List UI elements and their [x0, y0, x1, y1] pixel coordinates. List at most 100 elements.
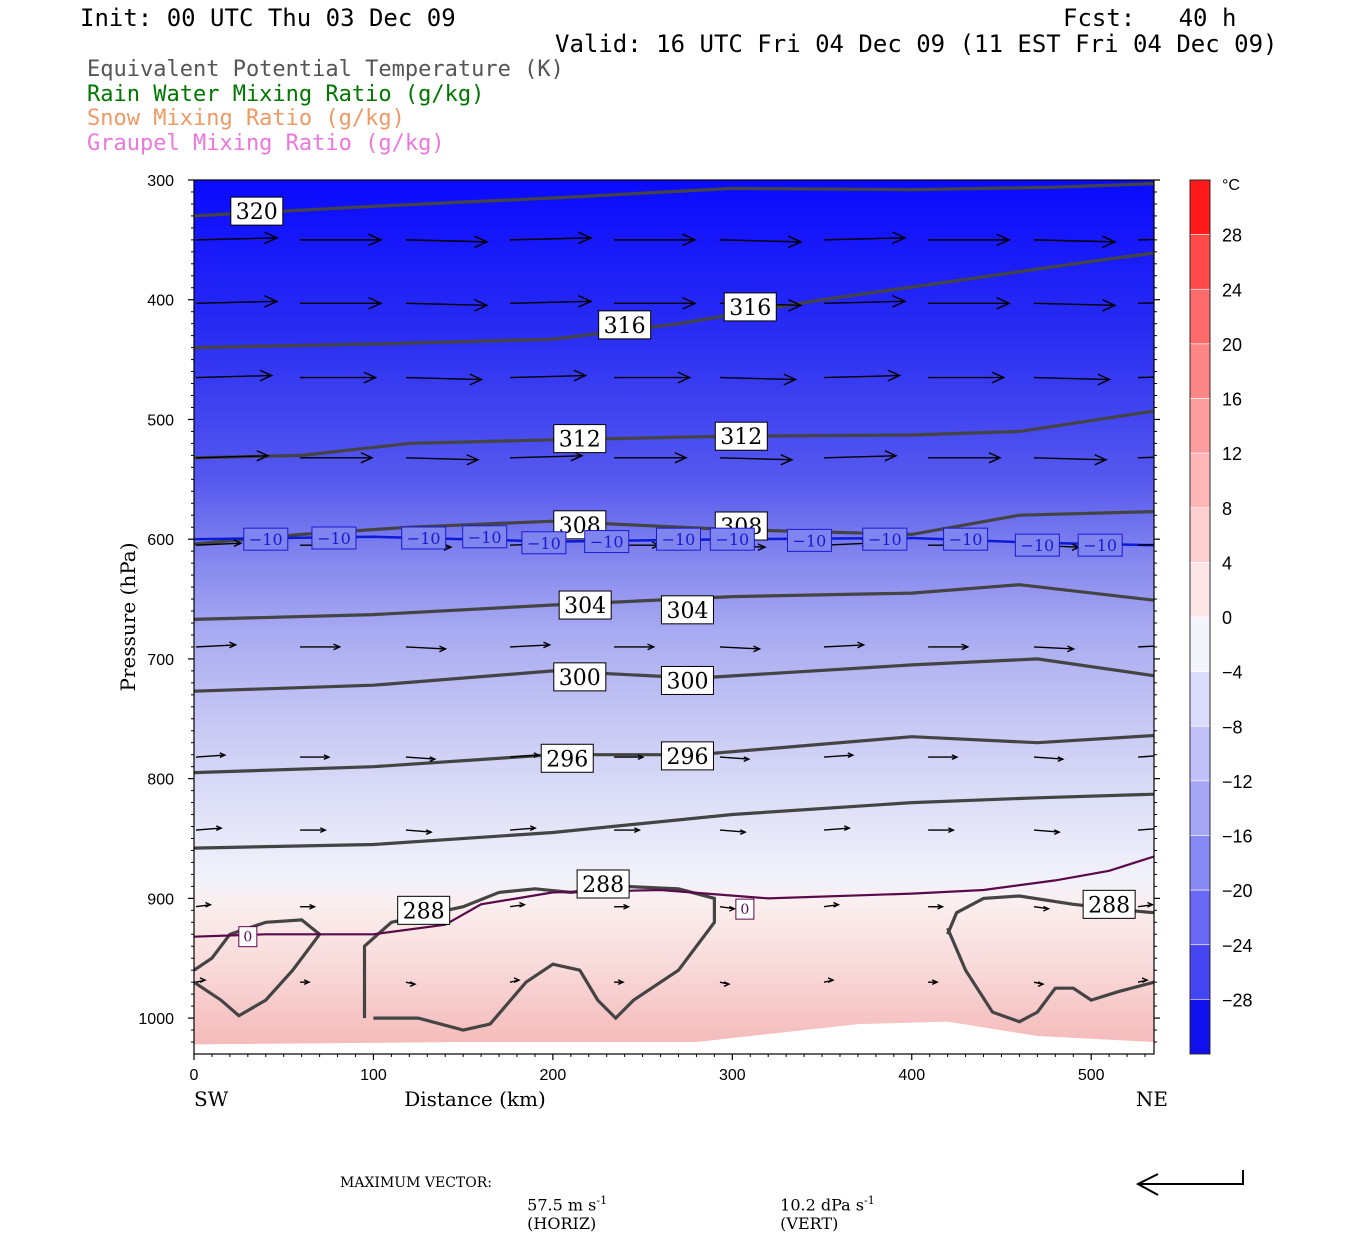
wind-vector [824, 450, 898, 462]
isotherm-label: −10 [786, 528, 832, 552]
svg-text:312: 312 [559, 428, 601, 453]
x-tick-label: 0 [190, 1067, 199, 1084]
legend-theta-e: Equivalent Potential Temperature (K) [87, 57, 564, 82]
max-vector-horiz: 57.5 m s-1 (HORIZ) [517, 1175, 607, 1233]
wind-vector [1033, 905, 1051, 912]
x-tick-label: 400 [898, 1067, 925, 1084]
wind-vector [300, 371, 378, 384]
wind-vector [1138, 376, 1154, 379]
wind-vector [719, 645, 762, 653]
wind-vector [719, 235, 803, 249]
wind-vector [614, 979, 625, 986]
svg-text:−10: −10 [662, 530, 696, 549]
svg-text:−10: −10 [468, 528, 502, 547]
svg-text:316: 316 [604, 314, 646, 339]
colorbar-label: 20 [1222, 335, 1242, 355]
wind-vector [509, 752, 541, 758]
wind-vector [614, 643, 656, 651]
isotherm-label: −10 [1077, 533, 1123, 557]
y-tick-label: 800 [147, 772, 174, 789]
wind-vector [719, 373, 798, 386]
terrain-surface [194, 1021, 1154, 1054]
wind-vector [1137, 977, 1149, 984]
y-tick-label: 300 [147, 173, 174, 190]
wind-vector [1138, 755, 1154, 758]
svg-text:316: 316 [729, 296, 771, 321]
wind-vector [614, 233, 697, 247]
wind-vector [824, 231, 907, 245]
colorbar-cell [1189, 944, 1211, 1000]
wind-vector [510, 231, 593, 245]
wind-vector [823, 977, 835, 984]
isotherm-label: −10 [243, 527, 289, 551]
y-tick-label: 600 [147, 532, 174, 549]
wind-vector [823, 901, 841, 908]
x-right-end-label: NE [1136, 1087, 1168, 1111]
svg-text:304: 304 [564, 594, 606, 619]
wind-vector [719, 981, 731, 988]
wind-vector [405, 645, 448, 653]
colorbar-label: 4 [1222, 553, 1232, 573]
wind-vector [928, 827, 956, 834]
colorbar-cell [1189, 398, 1211, 454]
svg-text:296: 296 [546, 747, 588, 772]
wind-vector [405, 373, 484, 386]
wind-vector [509, 901, 527, 908]
svg-text:320: 320 [236, 200, 278, 225]
colorbar-label: 16 [1222, 390, 1242, 410]
colorbar-cell [1189, 288, 1211, 345]
wind-vector [823, 752, 855, 758]
wind-vector [614, 371, 692, 384]
wind-vector [824, 641, 866, 649]
wind-vector [928, 903, 945, 910]
wind-vector [1033, 373, 1112, 386]
isotherm-label: −10 [655, 527, 701, 551]
init-time: Init: 00 UTC Thu 03 Dec 09 [80, 4, 456, 32]
wind-vector [614, 903, 631, 910]
wind-vector [195, 825, 223, 832]
wind-vector [195, 977, 207, 984]
legend-snow: Snow Mixing Ratio (g/kg) [87, 106, 405, 131]
theta-e-contour-288-wave [362, 884, 716, 1032]
wind-vector [928, 754, 959, 760]
wind-vector [195, 369, 274, 382]
wind-vector [195, 641, 238, 649]
svg-text:0: 0 [243, 930, 252, 946]
colorbar-cell [1189, 999, 1211, 1055]
colorbar-label: 0 [1222, 608, 1232, 628]
theta-e-contour-312 [194, 409, 1154, 460]
theta-e-label: 300 [660, 665, 714, 695]
wind-vector [510, 295, 593, 308]
horiz-tag: (HORIZ) [527, 1214, 597, 1233]
wind-vector [928, 452, 1002, 464]
theta-e-label: 288 [576, 869, 630, 899]
wind-vector [1138, 302, 1154, 305]
isotherm-label: −10 [1014, 533, 1060, 557]
svg-text:−10: −10 [868, 530, 902, 549]
colorbar-cell [1189, 725, 1211, 782]
svg-text:−10: −10 [317, 529, 351, 548]
wind-vector [1138, 828, 1154, 831]
wind-vector [405, 829, 433, 836]
y-tick-label: 700 [147, 652, 174, 669]
isotherm-label: −10 [862, 527, 908, 551]
svg-text:−10: −10 [793, 531, 827, 550]
wind-vector [300, 297, 383, 310]
wind-vector [928, 643, 970, 651]
colorbar-cell [1189, 507, 1211, 563]
y-axis-label: Pressure (hPa) [116, 543, 140, 692]
y-tick-label: 400 [147, 293, 174, 310]
wind-vector [1033, 454, 1108, 466]
svg-text:312: 312 [720, 425, 762, 450]
wind-vector [405, 235, 489, 249]
horiz-exp: -1 [596, 1194, 608, 1207]
theta-e-label: 300 [553, 662, 607, 692]
max-vector-vert: 10.2 dPa s-1 (VERT) [770, 1175, 875, 1233]
wind-vector [614, 754, 645, 760]
wind-vector [510, 369, 588, 382]
wind-vector [1137, 901, 1154, 908]
x-tick-label: 500 [1078, 1067, 1105, 1084]
theta-e-contour-288-loop [194, 918, 322, 1018]
x-left-end-label: SW [194, 1087, 229, 1111]
